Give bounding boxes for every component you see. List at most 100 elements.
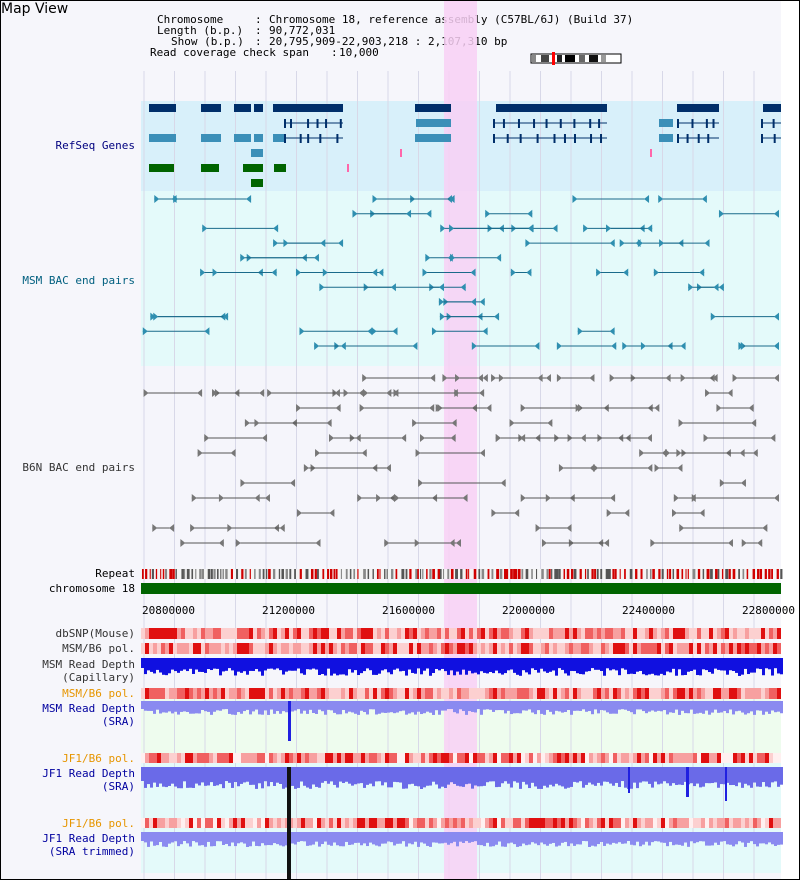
b6n-pair-head <box>218 494 224 502</box>
heat-cell <box>409 643 413 654</box>
depth-bar <box>177 767 180 789</box>
depth-bar <box>477 658 480 675</box>
msm-pair-head <box>295 268 301 277</box>
heat-cell <box>441 643 445 654</box>
heat-cell <box>221 753 225 763</box>
repeat-mark <box>230 569 233 579</box>
depth-bar <box>684 832 687 843</box>
repeat-mark <box>265 569 268 579</box>
depth-bar <box>483 701 486 710</box>
heat-cell <box>681 688 685 699</box>
heat-cell <box>529 818 533 828</box>
depth-bar <box>567 832 570 847</box>
heat-cell <box>701 688 705 699</box>
depth-bar <box>750 832 753 842</box>
depth-bar <box>552 767 555 787</box>
repeat-mark <box>149 569 151 579</box>
depth-bar <box>585 767 588 785</box>
heat-cell <box>701 628 705 639</box>
repeat-mark <box>186 569 190 579</box>
depth-bar <box>666 658 669 672</box>
repeat-mark <box>217 569 219 579</box>
depth-bar <box>282 701 285 712</box>
repeat-mark <box>145 569 148 579</box>
heat-cell <box>257 643 261 654</box>
heat-cell <box>145 643 149 654</box>
depth-tracks <box>141 658 783 879</box>
depth-bar <box>609 658 612 671</box>
heat-cell <box>429 643 433 654</box>
depth-bar <box>615 701 618 714</box>
depth-bar <box>336 767 339 788</box>
depth-bar <box>513 701 516 714</box>
repeat-mark <box>210 569 213 579</box>
depth-bar <box>753 767 756 783</box>
depth-bar <box>177 658 180 673</box>
heat-cell <box>425 688 429 699</box>
heat-cell <box>401 753 405 763</box>
heat-cell <box>761 688 765 699</box>
depth-bar <box>180 767 183 789</box>
heat-cell <box>577 688 581 699</box>
heat-cell <box>637 688 641 699</box>
depth-bar <box>750 658 753 673</box>
depth-bar <box>402 658 405 671</box>
heat-cell <box>769 628 773 639</box>
depth-bar <box>183 701 186 712</box>
refseq-label: RefSeq Genes <box>55 139 135 152</box>
repeat-mark <box>294 569 296 579</box>
heat-cell <box>289 643 293 654</box>
heat-cell <box>593 753 597 763</box>
b6n-pair-head <box>230 449 236 457</box>
depth-bar <box>729 658 732 671</box>
depth-bar <box>780 658 783 675</box>
depth-bar <box>777 701 780 712</box>
heat-cell <box>213 628 217 639</box>
heat-cell <box>165 688 169 699</box>
depth-bar <box>768 767 771 788</box>
msm-pair-head <box>658 195 664 203</box>
heat-cell <box>705 688 709 699</box>
depth-bar <box>507 658 510 671</box>
heat-cell <box>329 753 333 763</box>
msm-pair-head <box>438 297 444 306</box>
heat-cell <box>197 753 201 763</box>
heat-cell <box>157 643 161 654</box>
heat-cell <box>649 818 653 828</box>
msm-pair-head <box>583 224 589 233</box>
repeat-mark <box>710 569 713 579</box>
depth-bar <box>435 658 438 669</box>
depth-bar <box>222 701 225 710</box>
heat-cell <box>297 628 301 639</box>
gene-block <box>415 134 451 142</box>
b6n-pair-head <box>451 419 457 427</box>
heat-cell <box>557 753 561 763</box>
heat-cell <box>713 753 717 763</box>
depth-bar <box>468 832 471 843</box>
heat-cell <box>657 688 661 699</box>
depth-bar <box>354 701 357 714</box>
depth-bar <box>207 832 210 842</box>
depth-bar <box>504 701 507 714</box>
depth-bar <box>204 767 207 786</box>
depth-bar <box>666 701 669 715</box>
depth-bar <box>744 701 747 715</box>
depth-bar <box>171 701 174 714</box>
heat-cell <box>149 643 153 654</box>
heat-cell <box>237 643 241 654</box>
heat-cell <box>345 628 349 639</box>
heat-cell <box>669 818 673 828</box>
depth-bar <box>690 767 693 784</box>
heat-cell <box>705 753 709 763</box>
b6n-pair-head <box>606 509 612 517</box>
heat-cell <box>549 818 553 828</box>
heat-cell <box>305 818 309 828</box>
depth-bar <box>342 701 345 710</box>
depth-bar <box>159 767 162 784</box>
depth-bar <box>591 658 594 669</box>
heat-cell <box>301 643 305 654</box>
heat-cell <box>273 628 277 639</box>
heat-cell <box>553 818 557 828</box>
depth-bar <box>282 832 285 847</box>
